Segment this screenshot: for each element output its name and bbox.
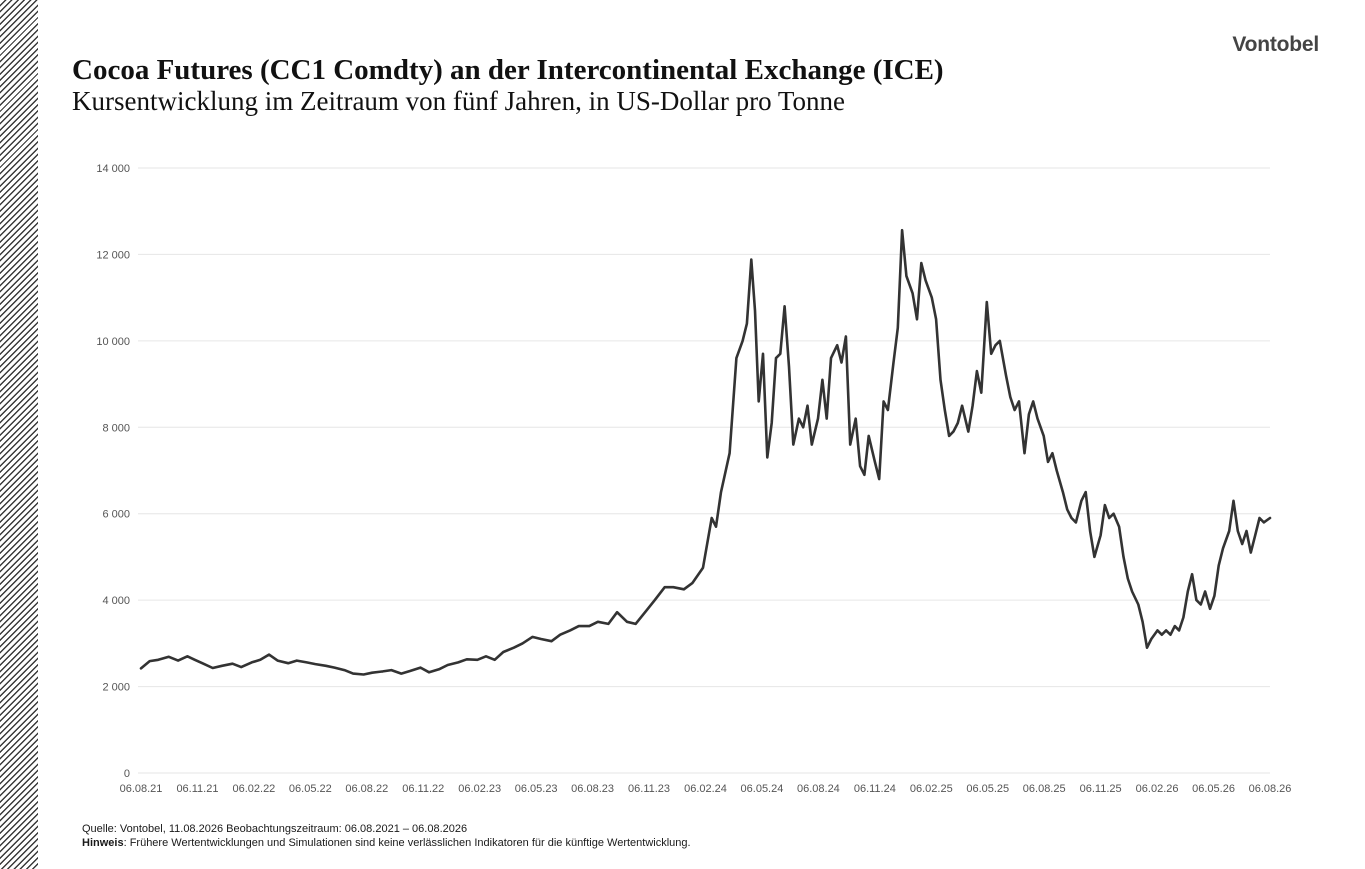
x-tick-label: 06.11.25 (1080, 783, 1122, 795)
disclaimer-note: Hinweis: Frühere Wertentwicklungen und S… (82, 836, 691, 850)
x-tick-label: 06.11.22 (402, 783, 444, 795)
y-tick-label: 4 000 (102, 595, 130, 607)
chart-subtitle: Kursentwicklung im Zeitraum von fünf Jah… (72, 86, 845, 116)
x-tick-label: 06.02.22 (232, 783, 275, 795)
x-tick-label: 06.02.23 (458, 783, 501, 795)
x-tick-label: 06.05.22 (289, 783, 332, 795)
y-axis-ticks: 0 2 000 4 000 6 000 8 000 10 000 12 000 14 000 (96, 163, 130, 780)
x-tick-label: 06.08.23 (571, 783, 614, 795)
x-tick-label: 06.08.24 (797, 783, 840, 795)
x-tick-label: 06.02.26 (1136, 783, 1179, 795)
y-tick-label: 6 000 (102, 509, 130, 521)
x-tick-label: 06.11.23 (628, 783, 670, 795)
vontobel-logo: Vontobel (1232, 33, 1319, 56)
x-tick-label: 06.02.24 (684, 783, 727, 795)
x-axis-ticks: 06.08.21 06.11.21 06.02.22 06.05.22 06.08.22… (120, 783, 1292, 795)
y-tick-label: 8 000 (102, 422, 130, 434)
source-note: Quelle: Vontobel, 11.08.2026 Beobachtung… (82, 823, 468, 835)
x-tick-label: 06.02.25 (910, 783, 953, 795)
chart-title: Cocoa Futures (CC1 Comdty) an der Interc… (72, 54, 944, 86)
decorative-hatch-band (0, 0, 38, 869)
x-tick-label: 06.08.21 (120, 783, 163, 795)
y-tick-label: 14 000 (96, 163, 130, 175)
series-line (139, 228, 1272, 676)
x-tick-label: 06.08.25 (1023, 783, 1066, 795)
x-tick-label: 06.05.24 (741, 783, 784, 795)
x-tick-label: 06.08.22 (345, 783, 388, 795)
disclaimer-label: Hinweis (82, 837, 124, 849)
y-tick-label: 12 000 (96, 249, 130, 261)
chart-footer: Quelle: Vontobel, 11.08.2026 Beobachtung… (82, 822, 691, 850)
disclaimer-text: : Frühere Wertentwicklungen und Simulati… (123, 837, 691, 849)
y-tick-label: 0 (124, 768, 130, 780)
x-tick-label: 06.05.26 (1192, 783, 1235, 795)
x-tick-label: 06.08.26 (1249, 783, 1292, 795)
x-tick-label: 06.05.23 (515, 783, 558, 795)
series-layer (139, 228, 1272, 676)
x-tick-label: 06.11.21 (176, 783, 218, 795)
x-tick-label: 06.05.25 (966, 783, 1009, 795)
y-tick-label: 2 000 (102, 682, 130, 694)
y-tick-label: 10 000 (96, 336, 130, 348)
x-tick-label: 06.11.24 (854, 783, 896, 795)
grid-lines (138, 167, 1270, 774)
